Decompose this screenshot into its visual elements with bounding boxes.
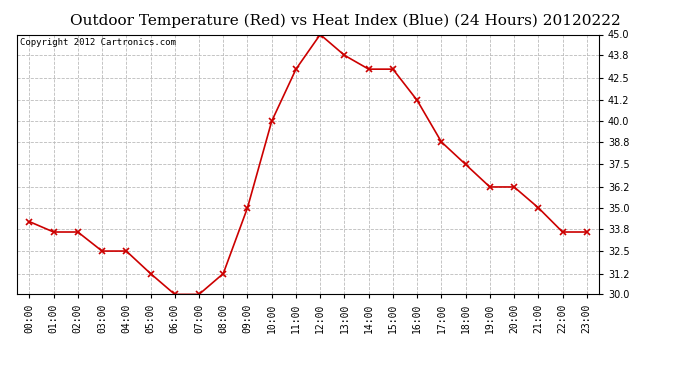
Text: Copyright 2012 Cartronics.com: Copyright 2012 Cartronics.com — [20, 38, 176, 47]
Text: Outdoor Temperature (Red) vs Heat Index (Blue) (24 Hours) 20120222: Outdoor Temperature (Red) vs Heat Index … — [70, 13, 620, 27]
